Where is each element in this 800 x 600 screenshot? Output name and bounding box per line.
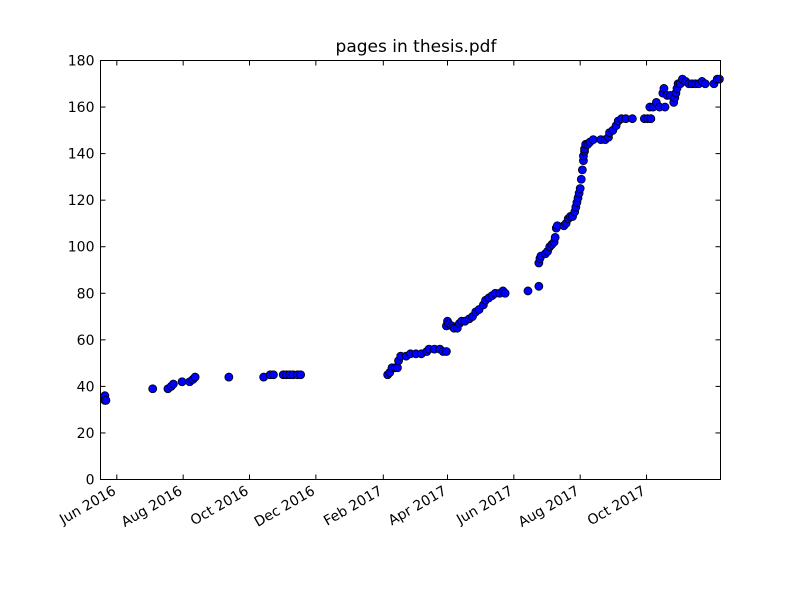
y-tick-label: 20 [77,426,95,442]
y-tick-label: 60 [77,333,95,349]
data-point [660,102,670,112]
chart-title: pages in thesis.pdf [336,37,498,57]
data-point [441,347,451,356]
x-tick-label: Jun 2017 [453,483,516,528]
y-tick-label: 40 [77,379,95,395]
data-point [700,79,710,89]
y-axis: 0 20 40 60 80 100 120 140 160 180 [68,54,721,489]
x-tick-label: Aug 2016 [119,483,185,531]
x-tick-label: Oct 2016 [188,483,252,529]
y-tick-label: 140 [68,147,95,163]
x-axis: Jun 2016 Aug 2016 Oct 2016 Dec 2016 Feb 2017… [56,60,649,531]
data-point [575,184,585,193]
y-tick-label: 120 [68,193,95,209]
y-tick-label: 100 [68,240,95,256]
data-point [646,114,656,124]
data-point [715,74,724,84]
data-point [190,372,200,382]
x-tick-label: Apr 2017 [386,483,450,529]
data-point [148,384,158,394]
x-tick-label: Feb 2017 [321,483,385,529]
x-tick-label: Oct 2017 [585,483,649,529]
data-point [269,370,278,380]
data-point [627,114,637,124]
y-tick-label: 80 [77,286,95,302]
data-point [177,377,187,387]
data-point [224,372,234,382]
data-points [100,74,724,405]
y-tick-label: 180 [68,54,95,70]
data-point [588,135,598,145]
x-tick-label: Aug 2017 [516,483,582,531]
data-point [534,281,544,291]
data-point [577,165,587,175]
data-point [550,233,560,242]
data-point [659,84,669,93]
x-tick-label: Jun 2016 [56,483,119,528]
x-tick-label: Dec 2016 [252,483,318,530]
data-point [168,379,178,389]
data-point [523,286,533,296]
data-point [101,395,111,405]
data-point [500,288,510,298]
data-point [296,370,306,380]
y-tick-label: 160 [68,100,95,116]
plot-frame [100,60,721,480]
data-point [576,174,586,184]
y-tick-label: 0 [86,473,95,489]
